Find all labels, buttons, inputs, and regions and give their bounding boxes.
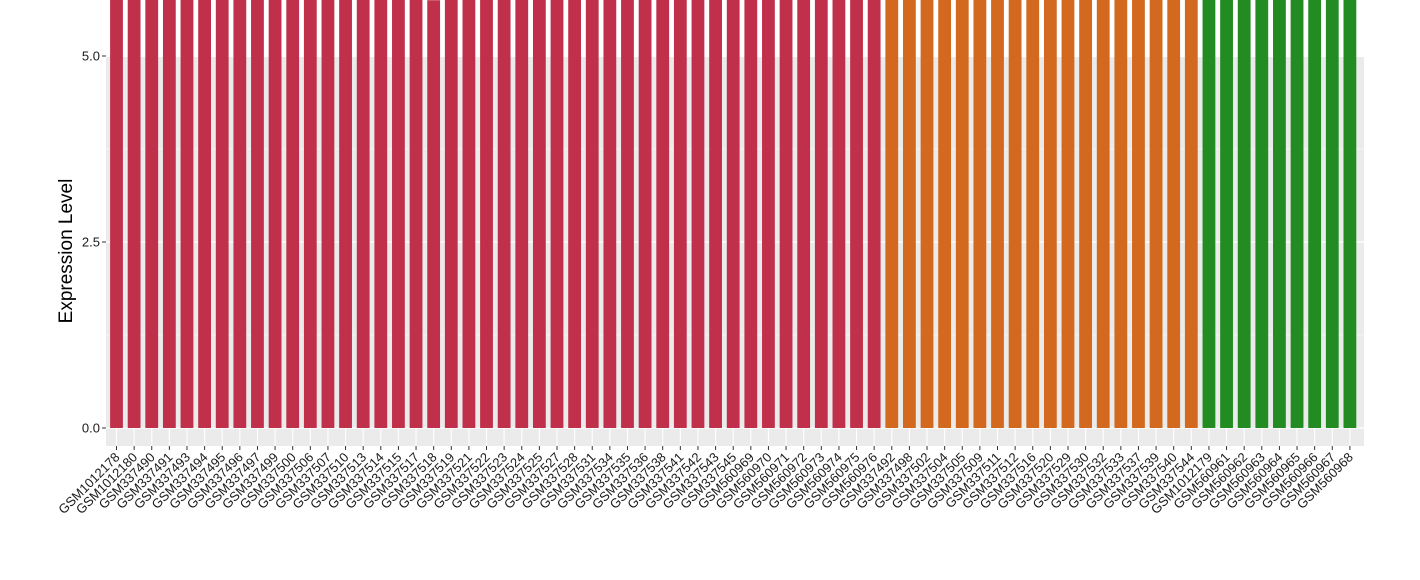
bar xyxy=(462,0,476,429)
bar xyxy=(497,0,511,429)
bar xyxy=(286,0,300,428)
bar xyxy=(339,0,352,428)
bar xyxy=(1273,0,1286,428)
bar xyxy=(1290,0,1304,428)
bar xyxy=(515,0,529,429)
bar xyxy=(638,0,652,428)
bar xyxy=(1237,0,1251,429)
bar xyxy=(973,0,987,429)
bar xyxy=(251,0,264,429)
bar xyxy=(1043,0,1057,428)
bar xyxy=(1149,0,1163,428)
bar xyxy=(691,0,705,428)
bar xyxy=(215,0,229,428)
bar xyxy=(797,0,811,429)
bar xyxy=(762,0,775,429)
bar xyxy=(673,0,687,428)
bar xyxy=(1220,0,1233,429)
bar xyxy=(532,0,546,429)
bar xyxy=(603,0,617,429)
bar xyxy=(1325,0,1339,428)
bar xyxy=(850,0,863,429)
bar xyxy=(709,0,722,429)
bar xyxy=(1343,0,1357,429)
bar xyxy=(1114,0,1128,429)
bar xyxy=(744,0,758,429)
bar xyxy=(550,0,564,428)
y-tick-label: 2.5 xyxy=(82,235,100,250)
bar xyxy=(409,0,423,428)
bar xyxy=(268,0,282,428)
y-axis: 0.02.55.07.5 xyxy=(82,49,106,436)
bar xyxy=(656,0,670,429)
bar xyxy=(955,0,969,429)
bar xyxy=(1008,0,1022,428)
bar xyxy=(585,0,599,429)
bar xyxy=(180,0,194,428)
bar xyxy=(867,0,881,428)
bar xyxy=(1132,0,1145,429)
bar xyxy=(1202,0,1216,429)
bar xyxy=(621,0,634,428)
bar xyxy=(374,0,388,428)
bar xyxy=(162,0,176,428)
bar xyxy=(1096,0,1110,429)
bar xyxy=(568,0,582,428)
bar xyxy=(1184,0,1198,428)
bar xyxy=(1167,0,1181,429)
bar xyxy=(1061,0,1075,429)
bar xyxy=(321,0,335,429)
bar xyxy=(991,0,1004,428)
bars xyxy=(110,0,1357,429)
bar xyxy=(726,0,740,429)
bar xyxy=(1079,0,1092,429)
bar xyxy=(1026,0,1040,429)
bar xyxy=(356,0,370,429)
bar xyxy=(814,0,828,429)
bar xyxy=(920,0,934,428)
bar xyxy=(885,0,899,428)
bar xyxy=(1255,0,1269,429)
x-axis: GSM1012178GSM1012180GSM337490GSM337491GS… xyxy=(55,446,1356,517)
bar xyxy=(938,0,952,429)
bar xyxy=(110,0,123,428)
bar xyxy=(903,0,916,428)
bar xyxy=(145,0,159,428)
bar xyxy=(832,0,846,428)
bar xyxy=(303,0,317,429)
bar xyxy=(1308,0,1322,429)
bar xyxy=(444,0,458,428)
y-axis-title: Expression Level xyxy=(56,179,77,324)
bar xyxy=(127,0,141,429)
bar xyxy=(392,0,405,428)
bar xyxy=(480,0,493,429)
bar xyxy=(198,0,211,429)
bar xyxy=(427,0,441,428)
y-tick-label: 5.0 xyxy=(82,49,100,64)
bar xyxy=(779,0,793,429)
y-tick-label: 0.0 xyxy=(82,421,100,436)
bar xyxy=(233,0,247,428)
